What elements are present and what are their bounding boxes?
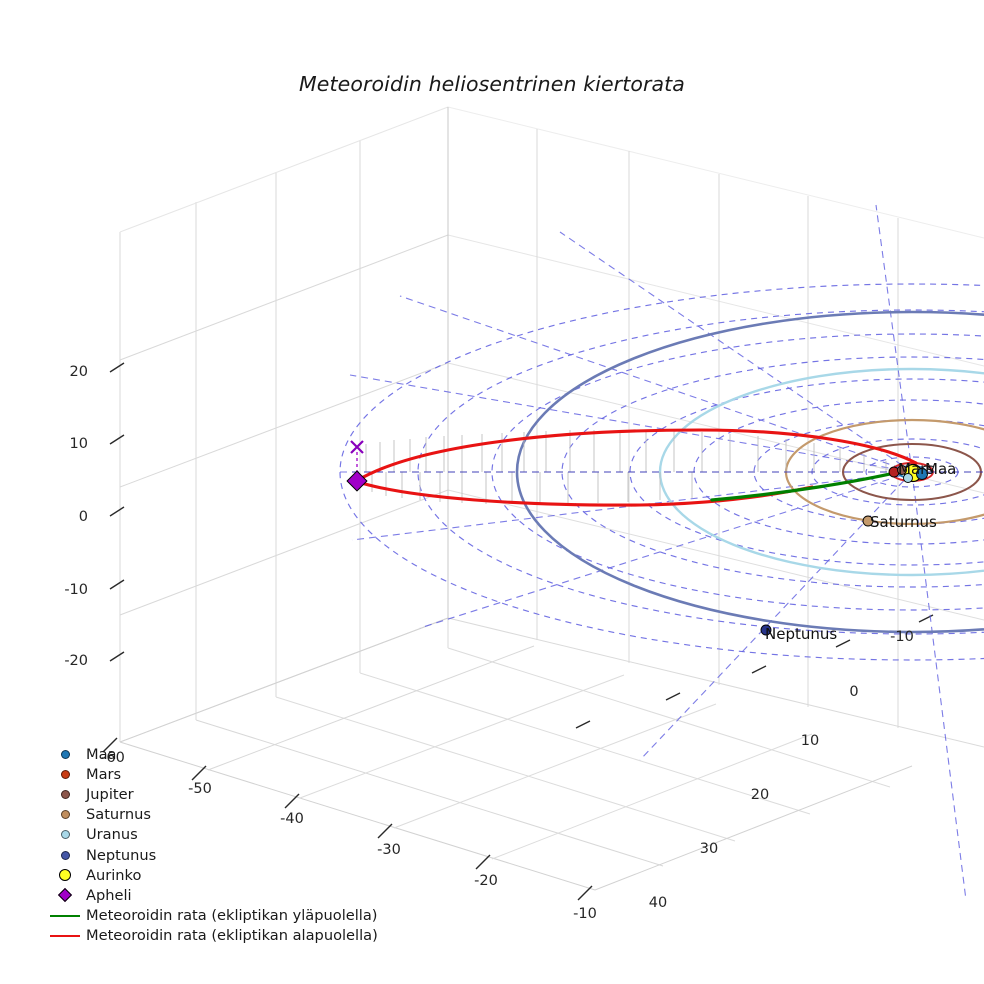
legend-label: Meteoroidin rata (ekliptikan alapuolella… <box>86 927 378 945</box>
x-tick-4: -20 <box>474 873 498 889</box>
x-tick-0: -60 <box>101 750 125 766</box>
body-markers <box>760 463 928 636</box>
uranus-marker <box>903 473 913 483</box>
mars-marker-icon <box>44 769 86 779</box>
legend-label: Maa <box>86 745 117 763</box>
x-tick-2: -40 <box>280 811 304 827</box>
neptunus-marker-icon <box>44 850 86 860</box>
z-tick-3: -10 <box>64 582 88 598</box>
legend-label: Uranus <box>86 826 138 844</box>
green-line-icon <box>44 914 86 917</box>
legend-item-saturnus: Saturnus <box>44 805 378 825</box>
maa-marker <box>916 468 928 480</box>
jupiter-marker <box>897 465 907 475</box>
x-tick-1: -50 <box>188 781 212 797</box>
legend-item-orbit-above: Meteoroidin rata (ekliptikan yläpuolella… <box>44 906 378 926</box>
x-tick-3: -30 <box>377 842 401 858</box>
legend-label: Apheli <box>86 886 132 904</box>
legend-item-uranus: Uranus <box>44 825 378 845</box>
legend-label: Meteoroidin rata (ekliptikan yläpuolella… <box>86 907 378 925</box>
legend-item-neptunus: Neptunus <box>44 845 378 865</box>
legend-label: Jupiter <box>86 785 134 803</box>
legend-item-apheli: Apheli <box>44 885 378 905</box>
aurinko-marker-icon <box>44 869 86 882</box>
saturnus-marker <box>862 515 874 527</box>
orbit-neptunus <box>515 310 984 634</box>
aphelion-cross-icon <box>350 440 364 454</box>
legend-item-jupiter: Jupiter <box>44 784 378 804</box>
mars-label: Mars <box>898 460 935 478</box>
z-tick-4: -20 <box>64 653 88 669</box>
meteoroid-orbit-below <box>356 428 918 507</box>
z-tick-2: 0 <box>78 509 88 525</box>
legend-item-maa: Maa <box>44 744 378 764</box>
apheli-marker-icon <box>44 888 86 903</box>
y-tick-0: -10 <box>890 629 914 645</box>
aphelion-diamond-marker <box>346 470 368 492</box>
page-title: Meteoroidin heliosentrinen kiertorata <box>299 72 685 96</box>
y-tick-2: 10 <box>800 733 820 749</box>
maa-label: Maa <box>925 460 957 478</box>
legend-label: Saturnus <box>86 806 152 824</box>
y-tick-5: 40 <box>648 895 668 911</box>
legend-item-mars: Mars <box>44 764 378 784</box>
legend-label: Aurinko <box>86 866 142 884</box>
neptunus-marker <box>760 624 772 636</box>
y-tick-4: 30 <box>699 841 719 857</box>
uranus-marker-icon <box>44 830 86 840</box>
neptunus-label: Neptunus <box>765 625 838 643</box>
x-tick-5: -10 <box>573 906 597 922</box>
z-tick-0: 20 <box>69 364 88 380</box>
jupiter-marker-icon <box>44 789 86 799</box>
legend-label: Neptunus <box>86 846 157 864</box>
aphelion-group <box>346 440 368 492</box>
legend-label: Mars <box>86 765 122 783</box>
saturnus-label: Saturnus <box>870 513 937 531</box>
z-tick-1: 10 <box>69 436 88 452</box>
legend-item-orbit-below: Meteoroidin rata (ekliptikan alapuolella… <box>44 926 378 946</box>
polar-grid-rings <box>339 283 984 661</box>
orbit-droplines <box>365 430 887 504</box>
legend: Maa Mars Jupiter Saturnus Uranus Neptunu… <box>44 744 378 946</box>
maa-marker-icon <box>44 749 86 759</box>
saturnus-marker-icon <box>44 810 86 820</box>
legend-item-aurinko: Aurinko <box>44 865 378 885</box>
red-line-icon <box>44 934 86 937</box>
y-tick-3: 20 <box>750 787 770 803</box>
tick-marks <box>102 362 934 901</box>
y-tick-1: 0 <box>849 684 859 700</box>
